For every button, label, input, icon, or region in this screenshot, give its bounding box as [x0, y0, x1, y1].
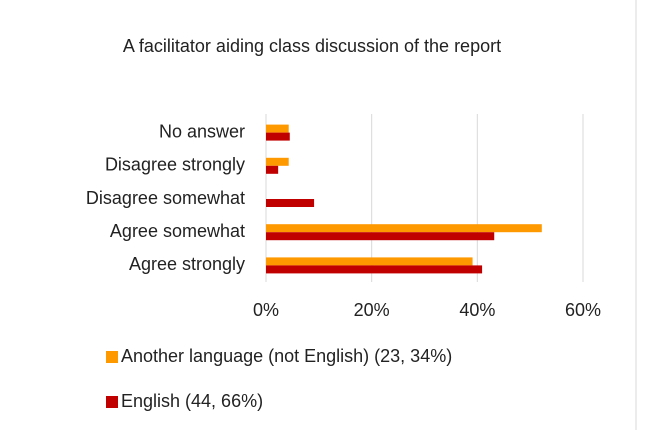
bar	[266, 124, 289, 133]
bar	[266, 257, 473, 266]
x-tick-label: 0%	[253, 300, 279, 320]
bar	[266, 199, 315, 207]
bar	[266, 165, 279, 174]
chart-title: A facilitator aiding class discussion of…	[122, 36, 502, 56]
x-tick-label: 60%	[565, 300, 601, 320]
legend-swatch	[106, 351, 118, 363]
y-tick-label: No answer	[159, 121, 245, 141]
bar	[266, 132, 290, 141]
bar	[266, 265, 483, 274]
y-tick-label: Disagree somewhat	[86, 188, 245, 208]
y-tick-label: Agree somewhat	[110, 221, 245, 241]
legend-swatch	[106, 396, 118, 408]
y-tick-label: Disagree strongly	[105, 155, 245, 175]
legend-label: Another language (not English) (23, 34%)	[121, 346, 452, 366]
y-tick-label: Agree strongly	[129, 254, 245, 274]
bar	[266, 232, 495, 241]
x-tick-label: 40%	[459, 300, 495, 320]
bar	[266, 157, 289, 166]
x-tick-label: 20%	[354, 300, 390, 320]
bar	[266, 224, 542, 233]
legend-label: English (44, 66%)	[121, 391, 263, 411]
